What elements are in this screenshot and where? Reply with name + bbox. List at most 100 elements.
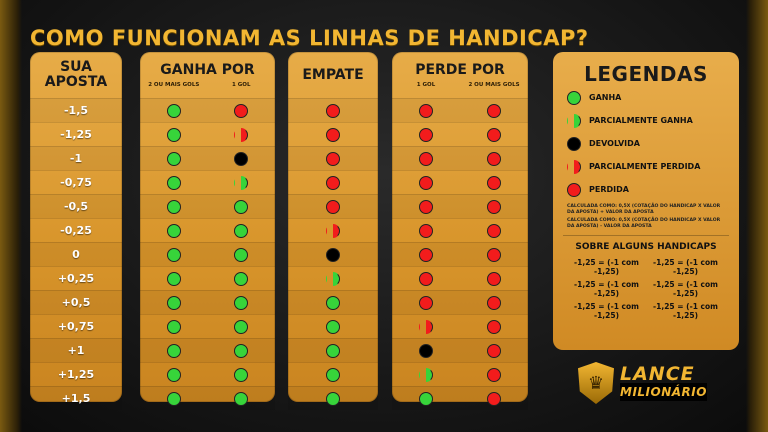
aposta-value: -1,5 [63,104,89,117]
half-win-dot-icon [419,367,433,382]
loss-dot-icon [419,151,433,166]
win-dot-icon [166,103,181,118]
loss-dot-icon [487,103,501,118]
loss-dot-icon [487,391,501,406]
table-row [392,314,528,338]
handicap-equivalence: -1,25 = (-1 com -1,25) [653,302,718,320]
table-row [392,122,528,146]
loss-dot-icon [487,271,501,286]
table-row: +1,25 [30,362,122,386]
legend-item: PARCIALMENTE PERDIDA [567,155,739,178]
win-dot-icon [234,319,249,334]
win-dot-icon [166,175,181,190]
win-dot-icon [234,247,249,262]
win-dot-icon [166,319,181,334]
legend-note-loss: CALCULADA COMO: 0,5X (COTAÇÃO DO HANDICA… [567,218,721,229]
win-dot-icon [234,271,249,286]
table-row [140,266,275,290]
loss-dot-icon [487,295,501,310]
table-row: -0,75 [30,170,122,194]
loss-dot-icon [567,182,581,197]
table-row [288,362,378,386]
aposta-header: SUA APOSTA [30,52,122,98]
legend-items: GANHA PARCIALMENTE GANHA DEVOLVIDA PARCIALM… [553,86,739,201]
left-gold-border [0,0,22,432]
table-row [288,290,378,314]
win-dot-icon [234,223,249,238]
loss-dot-icon [487,223,501,238]
legend-item-label: PARCIALMENTE PERDIDA [589,162,701,171]
half-loss-dot-icon [567,159,581,174]
half-loss-dot-icon [234,127,249,142]
void-dot-icon [234,151,249,166]
loss-dot-icon [419,103,433,118]
ganha-sub-2gols: 2 OU MAIS GOLS [148,81,200,88]
table-row: +1 [30,338,122,362]
handicap-equivalence: -1,25 = (-1 com -1,25) [653,280,718,298]
win-dot-icon [166,391,181,406]
half-win-dot-icon [326,271,340,286]
handicap-equivalence: -1,25 = (-1 com -1,25) [653,258,718,276]
table-row [140,290,275,314]
aposta-rows: -1,5 -1,25 -1 -0,75 -0,5 -0,25 0 +0,25 +0,5 +0,75… [30,98,122,410]
aposta-value: +0,75 [57,320,95,333]
table-row [288,266,378,290]
table-row [140,242,275,266]
table-row [392,266,528,290]
win-dot-icon [234,343,249,358]
perde-header: PERDE POR 1 GOL 2 OU MAIS GOLS [392,52,528,98]
table-row [140,386,275,410]
ganha-header: GANHA POR 2 OU MAIS GOLS 1 GOL [140,52,275,98]
aposta-value: 0 [72,248,80,261]
loss-dot-icon [419,271,433,286]
table-row [140,218,275,242]
loss-dot-icon [487,151,501,166]
ganha-panel: GANHA POR 2 OU MAIS GOLS 1 GOL [140,52,275,410]
loss-dot-icon [419,247,433,262]
table-row: -1,25 [30,122,122,146]
win-dot-icon [166,295,181,310]
handicap-equivalence: -1,25 = (-1 com -1,25) [574,258,639,276]
empate-header: EMPATE [288,52,378,98]
void-dot-icon [419,343,433,358]
loss-dot-icon [419,199,433,214]
half-win-dot-icon [234,175,249,190]
legend-item: PARCIALMENTE GANHA [567,109,739,132]
table-row: +0,75 [30,314,122,338]
table-row [288,386,378,410]
win-dot-icon [326,343,340,358]
aposta-value: -1,25 [60,128,92,141]
ganha-sub-1gol: 1 GOL [232,81,251,88]
loss-dot-icon [326,151,340,166]
aposta-header-line2: APOSTA [44,74,108,90]
loss-dot-icon [419,295,433,310]
win-dot-icon [166,271,181,286]
empate-panel: EMPATE [288,52,378,410]
win-dot-icon [166,199,181,214]
aposta-header-line1: SUA [60,59,92,75]
aposta-value: +1 [67,344,85,357]
table-row: 0 [30,242,122,266]
perde-sub-2gols: 2 OU MAIS GOLS [468,81,520,88]
lion-shield-icon: ♛ [578,362,614,404]
win-dot-icon [326,391,340,406]
table-row [288,194,378,218]
win-dot-icon [326,319,340,334]
table-row [140,314,275,338]
table-row [288,170,378,194]
legend-item: DEVOLVIDA [567,132,739,155]
handicap-equivalence: -1,25 = (-1 com -1,25) [574,280,639,298]
table-row: -1 [30,146,122,170]
brand-line1: LANCE [620,363,695,385]
brand-line2: MILIONÁRIO [620,383,707,401]
legend-item-label: DEVOLVIDA [589,139,640,148]
table-row: -0,5 [30,194,122,218]
empate-header-label: EMPATE [302,66,364,83]
table-row [392,242,528,266]
empate-rows [288,98,378,410]
table-row: -1,5 [30,98,122,122]
aposta-value: +0,25 [57,272,95,285]
aposta-value: -1 [69,152,83,165]
table-row [288,98,378,122]
table-row [392,146,528,170]
